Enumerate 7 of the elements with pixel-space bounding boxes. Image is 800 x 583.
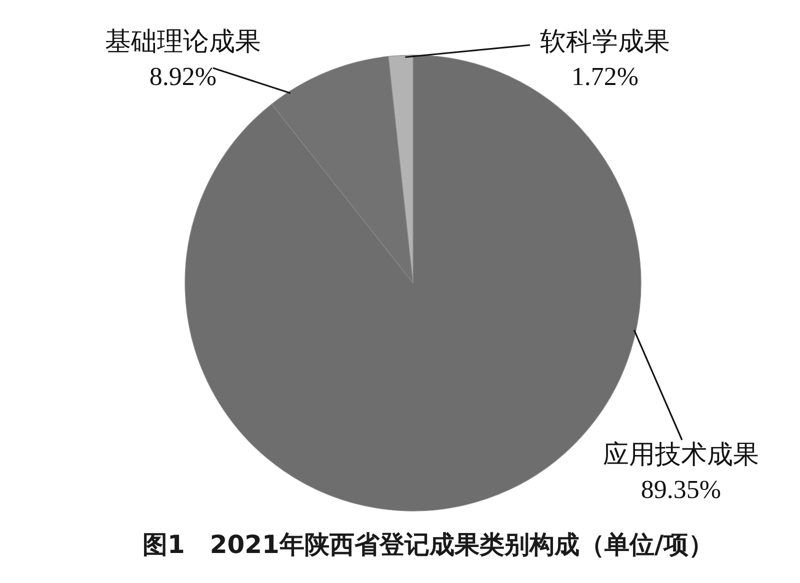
slice-label: 基础理论成果 [105, 27, 261, 56]
slice-label: 应用技术成果 [603, 440, 759, 469]
data-label: 8.92% [149, 62, 217, 91]
slice-label: 软科学成果 [540, 27, 670, 56]
data-label: 1.72% [571, 62, 639, 91]
data-label: 89.35% [640, 475, 722, 504]
text: 图1 2021年陕西省登记成果类别构成（单位/项） [142, 530, 714, 559]
